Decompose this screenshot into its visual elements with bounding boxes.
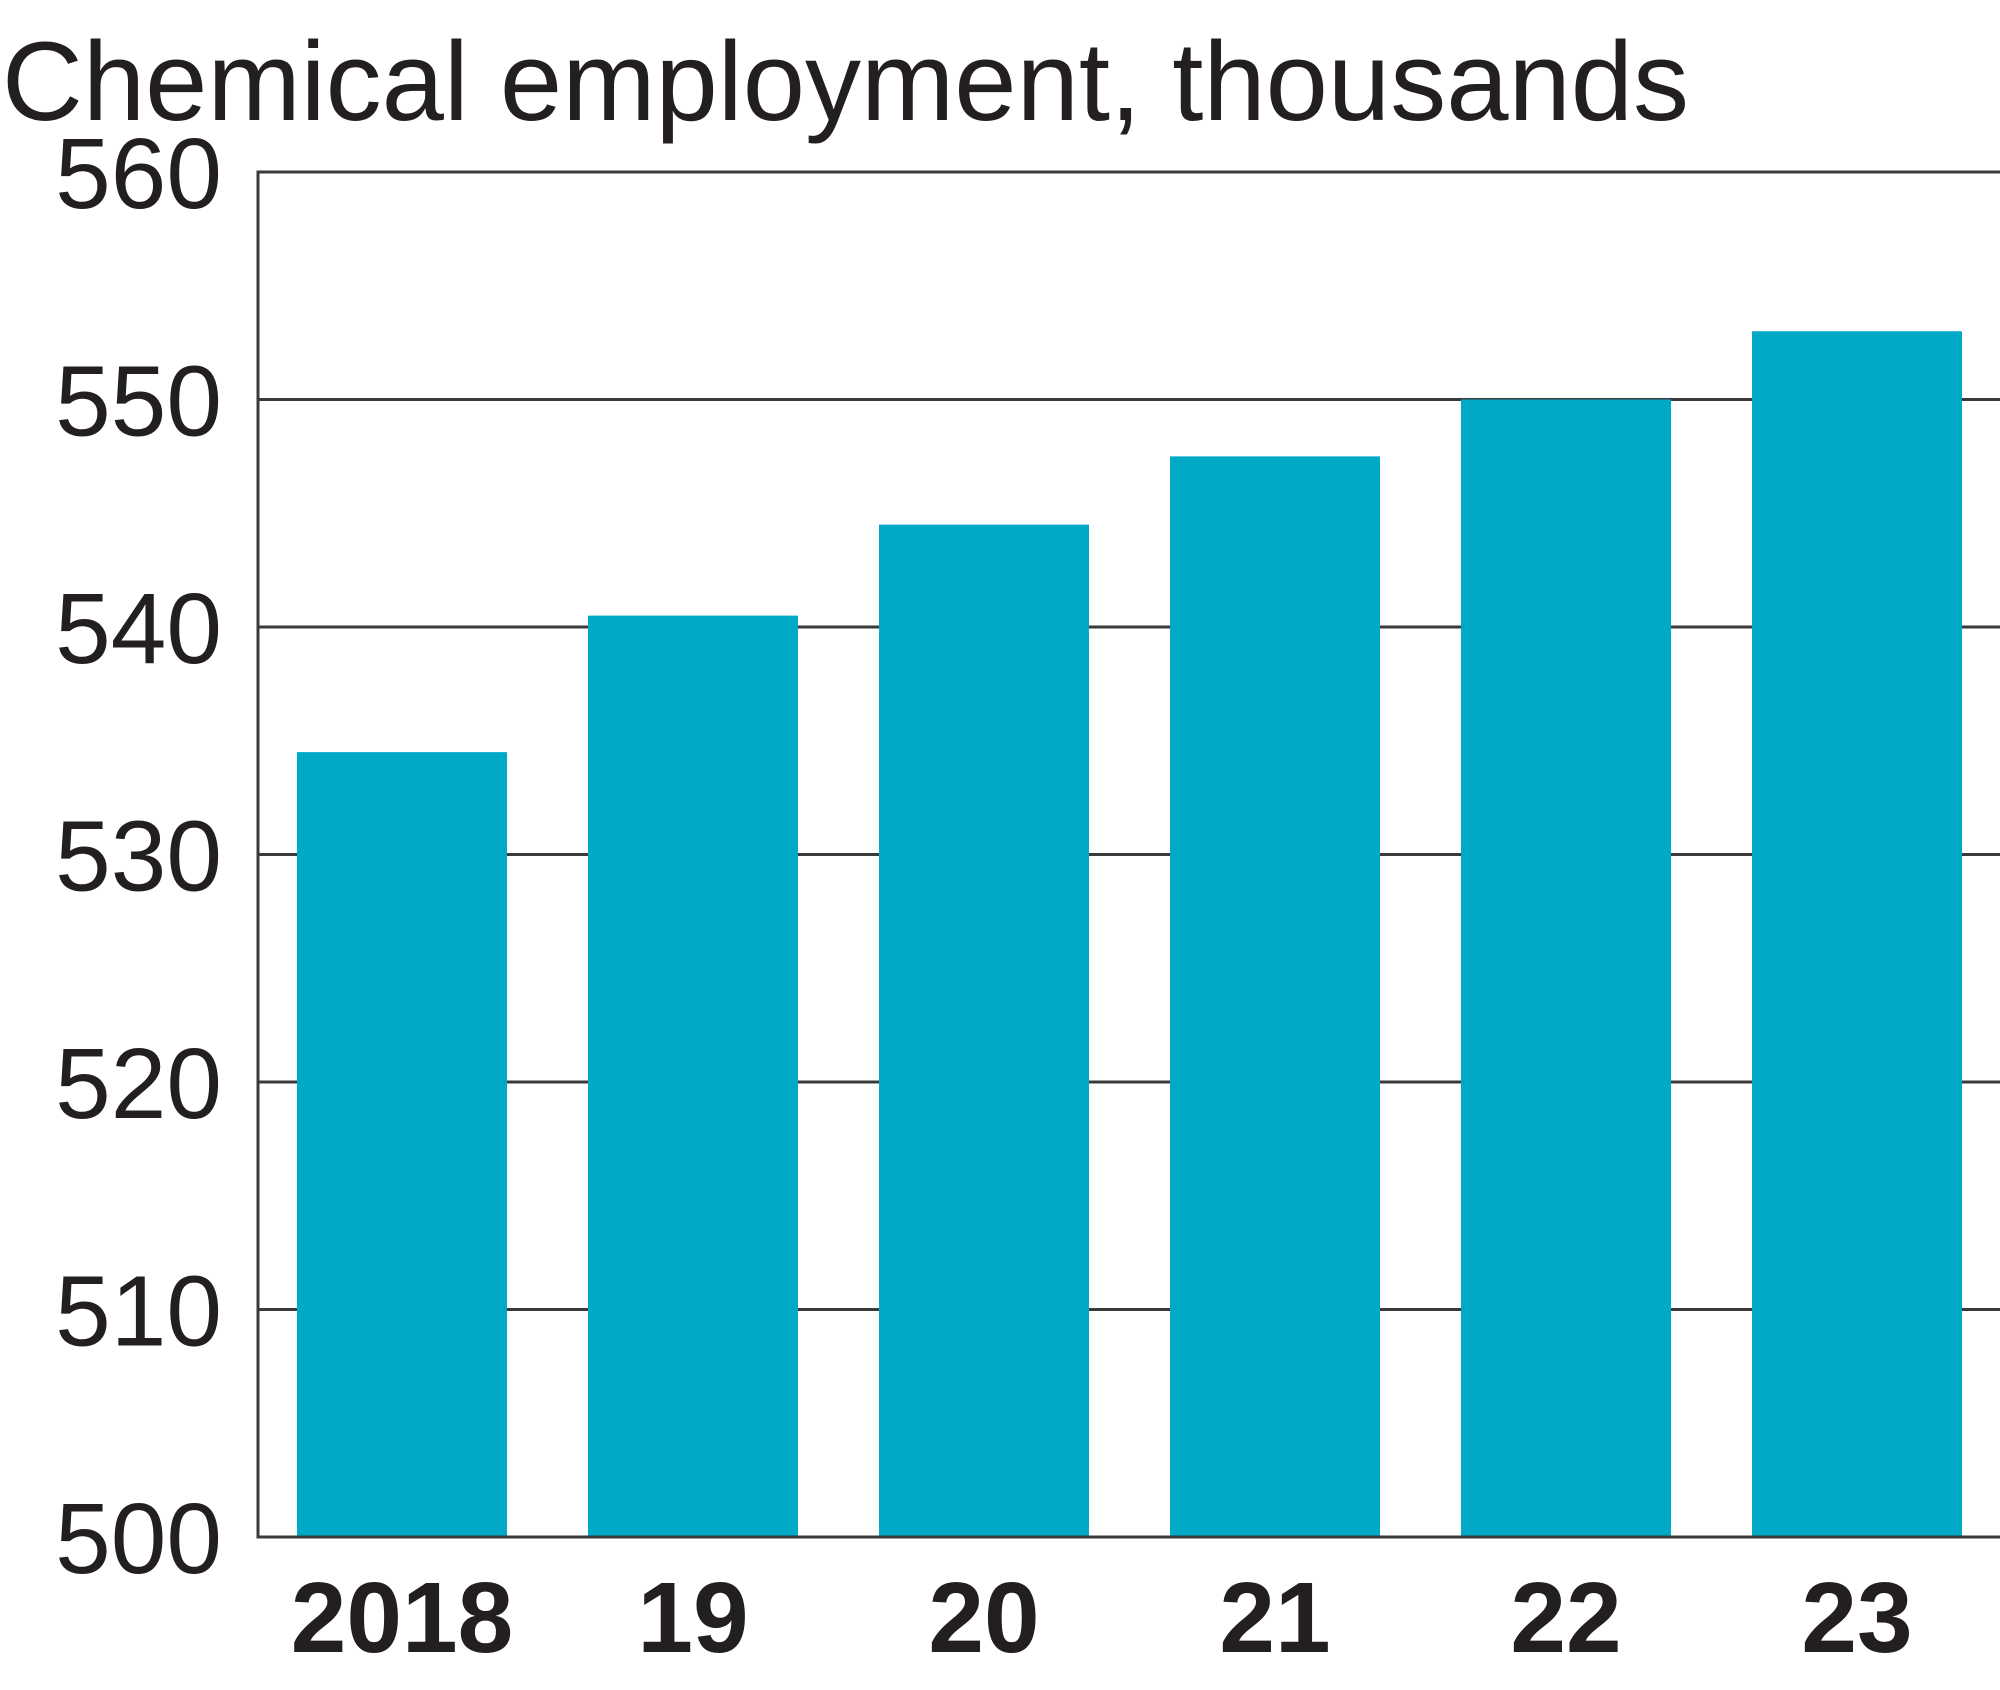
y-tick-label-500: 500 xyxy=(55,1483,222,1595)
plot-frame xyxy=(256,170,2000,1539)
x-tick-label-20: 20 xyxy=(928,1562,1039,1674)
y-tick-label-520: 520 xyxy=(55,1028,222,1140)
chart-title: Chemical employment, thousands xyxy=(2,19,1689,144)
bar-20 xyxy=(879,524,1089,1537)
y-axis-tick-labels: 500 510 520 530 540 550 560 xyxy=(55,118,222,1595)
gridlines xyxy=(258,170,2000,1539)
y-tick-label-510: 510 xyxy=(55,1256,222,1368)
bar-22 xyxy=(1461,399,1671,1537)
bar-23 xyxy=(1752,331,1962,1537)
x-tick-label-22: 22 xyxy=(1510,1562,1621,1674)
x-tick-label-19: 19 xyxy=(637,1562,748,1674)
bar-19 xyxy=(588,615,798,1537)
x-tick-label-2018: 2018 xyxy=(291,1562,513,1674)
y-tick-label-530: 530 xyxy=(55,801,222,913)
x-tick-label-21: 21 xyxy=(1219,1562,1330,1674)
bars xyxy=(297,331,1962,1537)
bar-2018 xyxy=(297,752,507,1537)
x-axis-tick-labels: 2018 19 20 21 22 23 xyxy=(291,1562,1913,1674)
bar-21 xyxy=(1170,456,1380,1537)
y-tick-label-560: 560 xyxy=(55,118,222,230)
y-tick-label-540: 540 xyxy=(55,573,222,685)
x-tick-label-23: 23 xyxy=(1801,1562,1912,1674)
y-tick-label-550: 550 xyxy=(55,346,222,458)
